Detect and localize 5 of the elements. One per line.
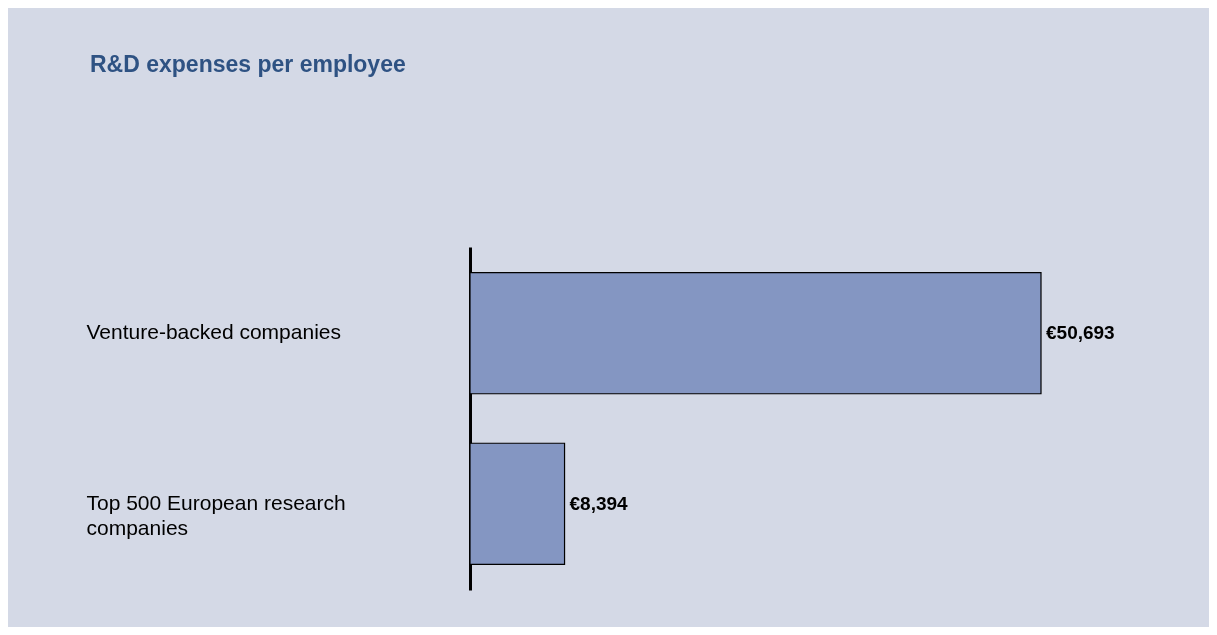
data-label: €50,693 <box>1046 322 1115 344</box>
y-tick-label: Venture-backed companies <box>86 320 341 344</box>
text: R&D expenses per employee <box>90 51 406 77</box>
y-tick-label: Top 500 European research companies <box>86 490 346 539</box>
data-label: €8,394 <box>569 492 629 514</box>
